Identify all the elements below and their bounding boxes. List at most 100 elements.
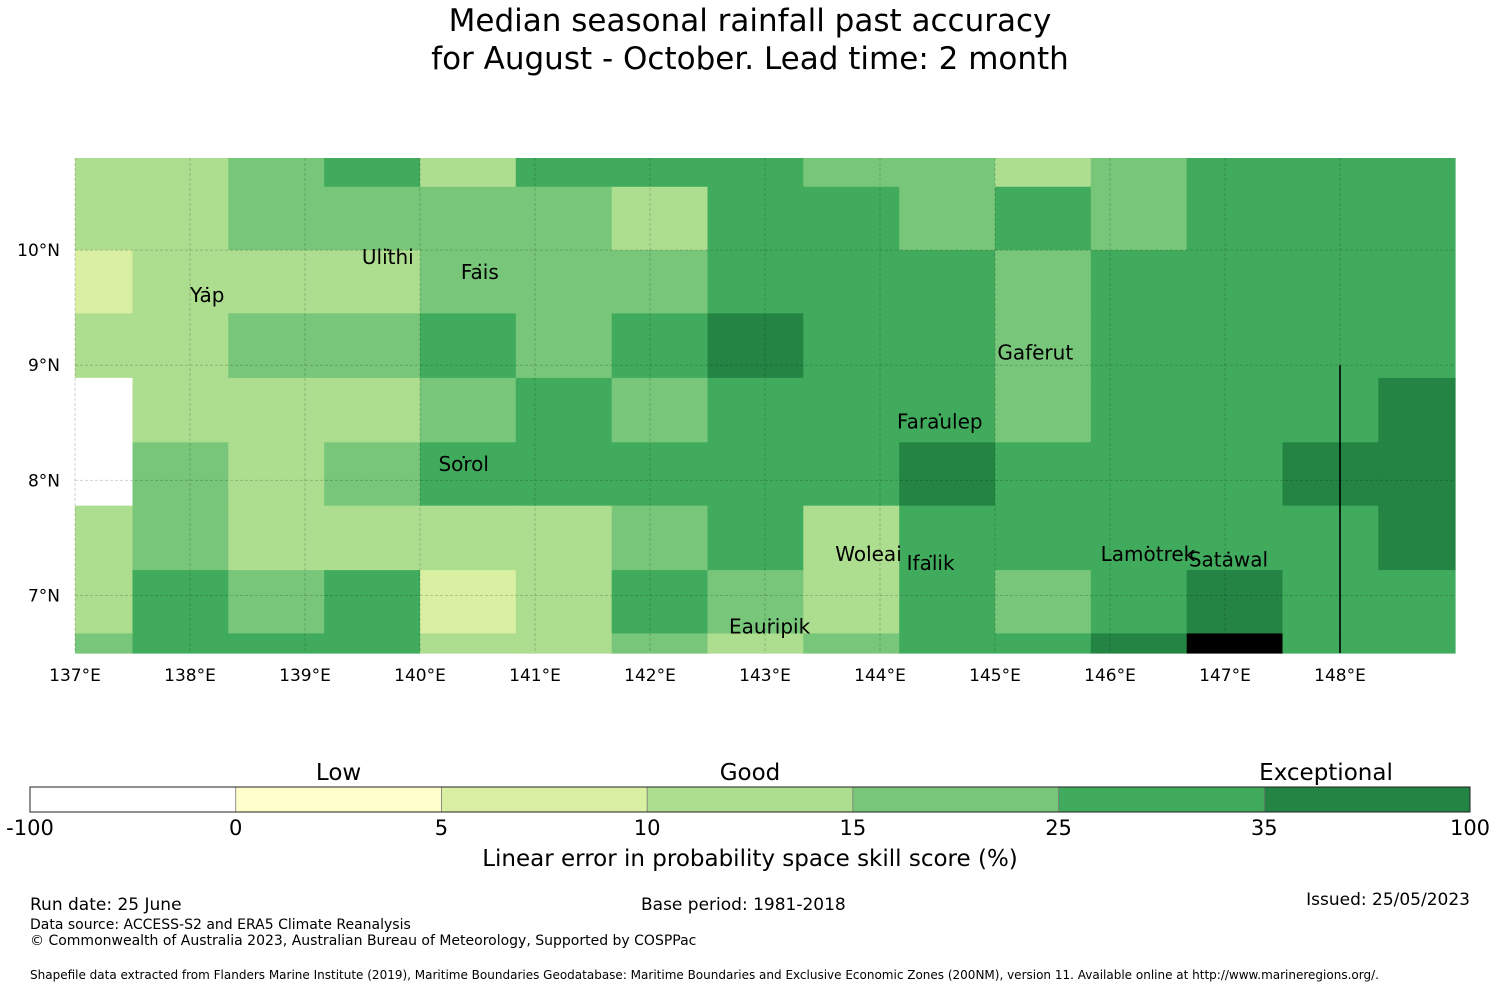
island-marker [1034, 344, 1037, 347]
grid-cell [420, 633, 517, 654]
grid-cell [132, 505, 229, 571]
grid-cell [515, 313, 613, 379]
lat-tick-label: 7°N [28, 586, 60, 606]
lon-tick-label: 143°E [739, 666, 791, 686]
grid-cell [1378, 505, 1456, 571]
run-date: Run date: 25 June [30, 895, 182, 915]
grid-cell [1378, 570, 1456, 635]
island-marker [1146, 545, 1150, 549]
place-label: Faraulep [897, 410, 983, 434]
grid-cell [995, 313, 1092, 379]
grid-cell [132, 250, 229, 315]
place-label: Ulithi [362, 245, 414, 269]
grid-cell [995, 377, 1092, 443]
grid-cell [132, 158, 229, 188]
grid-cell [324, 505, 421, 571]
grid-cell [1090, 442, 1188, 507]
grid-cell [899, 250, 996, 315]
grid-cell [899, 570, 996, 635]
grid-cell [707, 505, 804, 571]
grid-cell [515, 633, 613, 654]
island-marker [929, 554, 932, 558]
place-label: Woleai [835, 542, 902, 566]
base-period: Base period: 1981-2018 [641, 895, 846, 915]
lon-tick-label: 137°E [49, 666, 101, 686]
colorbar-tick-label: 5 [434, 816, 449, 840]
island-marker [462, 455, 465, 459]
place-label: Eauripik [729, 614, 811, 638]
grid-cell [1282, 570, 1379, 635]
colorbar-frame [29, 786, 1471, 813]
grid-cell [611, 377, 709, 443]
grid-cell [995, 158, 1092, 188]
grid-cell [324, 442, 421, 507]
grid-cell [75, 570, 134, 635]
grid-cell [707, 377, 804, 443]
grid-cell [75, 158, 134, 188]
grid-cell [803, 313, 900, 379]
grid-cell [707, 158, 804, 188]
grid-cell [899, 377, 996, 443]
grid-cell [611, 570, 709, 635]
colorbar-segment [441, 787, 648, 812]
grid-cell [995, 250, 1092, 315]
grid-cell [228, 186, 325, 251]
grid-cell [420, 377, 517, 443]
grid-cell [1282, 186, 1379, 251]
grid-cell [228, 158, 325, 188]
grid-cell [707, 186, 804, 251]
grid-cell [707, 442, 804, 507]
lon-tick-label: 144°E [854, 666, 906, 686]
lon-tick-label: 139°E [279, 666, 331, 686]
grid-cell [324, 250, 421, 315]
grid-cell [228, 442, 325, 507]
place-label: Sorol [438, 452, 489, 476]
island-marker [867, 545, 870, 549]
grid-cell [324, 158, 421, 188]
lon-tick-label: 148°E [1314, 666, 1366, 686]
lat-tick-label: 10°N [17, 241, 60, 261]
grid-cell [515, 250, 613, 315]
grid-cell [420, 250, 517, 315]
issued-date: Issued: 25/05/2023 [1306, 890, 1470, 910]
grid-cell [899, 633, 996, 654]
place-label: Ifalik [907, 551, 955, 575]
grid-cell [899, 442, 996, 507]
grid-cell [75, 250, 134, 315]
grid-cell [995, 186, 1092, 251]
grid-cell [132, 377, 229, 443]
grid-cell [611, 633, 709, 654]
grid-cell [1378, 250, 1456, 315]
colorbar-tick-label: -100 [6, 816, 54, 840]
lat-tick-label: 9°N [28, 356, 60, 376]
grid-cell [1282, 377, 1379, 443]
grid-cell [75, 377, 134, 443]
place-labels: Yap Ulithi Fais Gaferut Faraulep Sorol Woleai I… [189, 245, 1268, 639]
grid-cell [803, 186, 900, 251]
colorbar-segment [30, 787, 236, 812]
island-markers [206, 248, 1230, 621]
lon-tick-label: 138°E [164, 666, 216, 686]
grid-cell [324, 633, 421, 654]
lon-tick-label: 145°E [969, 666, 1021, 686]
colorbar-label: Linear error in probability space skill … [482, 846, 1018, 872]
lon-tick-label: 147°E [1199, 666, 1251, 686]
colorbar-segment [1264, 787, 1470, 812]
grid-cell [803, 633, 900, 654]
grid-cell [515, 158, 613, 188]
lat-tick-label: 8°N [28, 471, 60, 491]
title-line-2: for August - October. Lead time: 2 month [431, 41, 1069, 77]
grid-cell [1378, 158, 1456, 188]
island-marker [206, 286, 209, 290]
place-label: Lamotrek [1101, 542, 1196, 566]
grid-cell [803, 250, 900, 315]
grid-cell [420, 442, 517, 507]
grid-cell [420, 186, 517, 251]
grid-cell [899, 313, 996, 379]
skill-grid [75, 158, 1456, 654]
colorbar-segment [852, 787, 1059, 812]
grid-cell [803, 505, 900, 571]
grid-cell [75, 505, 134, 571]
grid-cell [1186, 186, 1284, 251]
